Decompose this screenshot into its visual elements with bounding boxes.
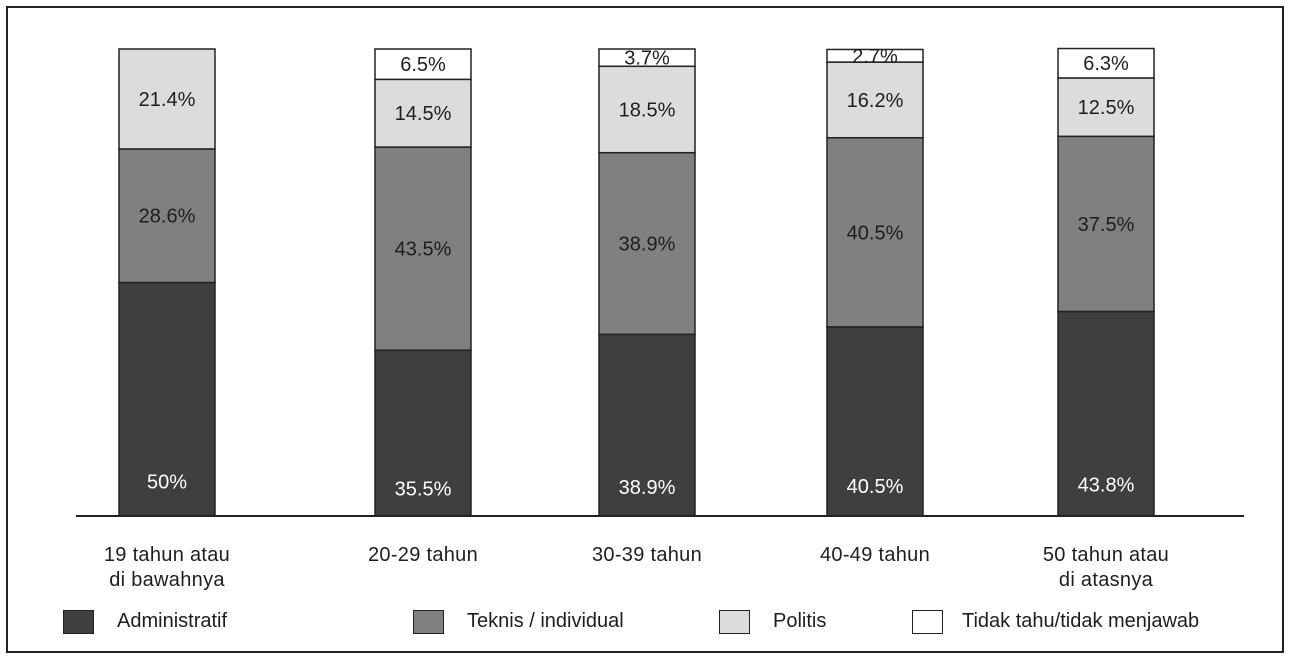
legend-label: Teknis / individual <box>467 610 624 632</box>
bar-segment <box>118 48 216 150</box>
bar-segment <box>374 349 472 517</box>
bar-segment <box>598 151 696 336</box>
bar-segment <box>374 78 472 148</box>
data-label: 14.5% <box>395 103 452 125</box>
legend-label: Tidak tahu/tidak menjawab <box>962 610 1200 632</box>
bar-segment <box>374 48 472 81</box>
bar-segment <box>374 146 472 351</box>
data-label: 6.5% <box>400 54 446 76</box>
legend-swatch <box>413 610 444 634</box>
bar-segment <box>1057 310 1155 517</box>
data-label: 35.5% <box>395 478 452 500</box>
data-label: 6.3% <box>1083 53 1129 75</box>
category-label: 30-39 tahun <box>591 544 703 566</box>
data-label: 12.5% <box>1078 97 1135 119</box>
bar-segment <box>598 65 696 154</box>
legend-swatch <box>912 610 943 634</box>
bar-segment <box>826 136 924 328</box>
data-label: 37.5% <box>1078 214 1135 236</box>
data-label: 3.7% <box>624 48 670 70</box>
data-label: 21.4% <box>139 89 196 111</box>
bar-segment <box>598 333 696 517</box>
bar-segment <box>1057 47 1155 79</box>
data-label: 43.8% <box>1078 475 1135 497</box>
data-label: 18.5% <box>619 99 676 121</box>
data-label: 40.5% <box>847 222 904 244</box>
category-label: 19 tahun atau di bawahnya <box>103 544 231 591</box>
category-label: 40-49 tahun <box>819 544 931 566</box>
legend-label: Politis <box>773 610 827 632</box>
bars-group: 50% 28.6% 21.4% 35.5% 43.5% 14.5% 6.5% 38.9% 38.… <box>118 46 1155 517</box>
data-label: 38.9% <box>619 477 676 499</box>
category-label: 50 tahun atau di atasnya <box>1042 544 1170 591</box>
data-label: 2.7% <box>852 46 898 68</box>
bar-segment <box>598 48 696 68</box>
data-label: 43.5% <box>395 239 452 261</box>
legend-swatch <box>63 610 94 634</box>
data-label: 40.5% <box>847 476 904 498</box>
category-label: 20-29 tahun <box>367 544 479 566</box>
data-label: 16.2% <box>847 90 904 112</box>
data-label: 50% <box>147 472 187 494</box>
chart-frame <box>6 6 1284 653</box>
legend-swatch <box>719 610 750 634</box>
data-label: 38.9% <box>619 234 676 256</box>
legend-label: Administratif <box>117 610 228 632</box>
bar-segment <box>1057 135 1155 313</box>
data-label: 28.6% <box>139 206 196 228</box>
bar-segment <box>826 61 924 139</box>
bar-segment <box>826 48 924 63</box>
